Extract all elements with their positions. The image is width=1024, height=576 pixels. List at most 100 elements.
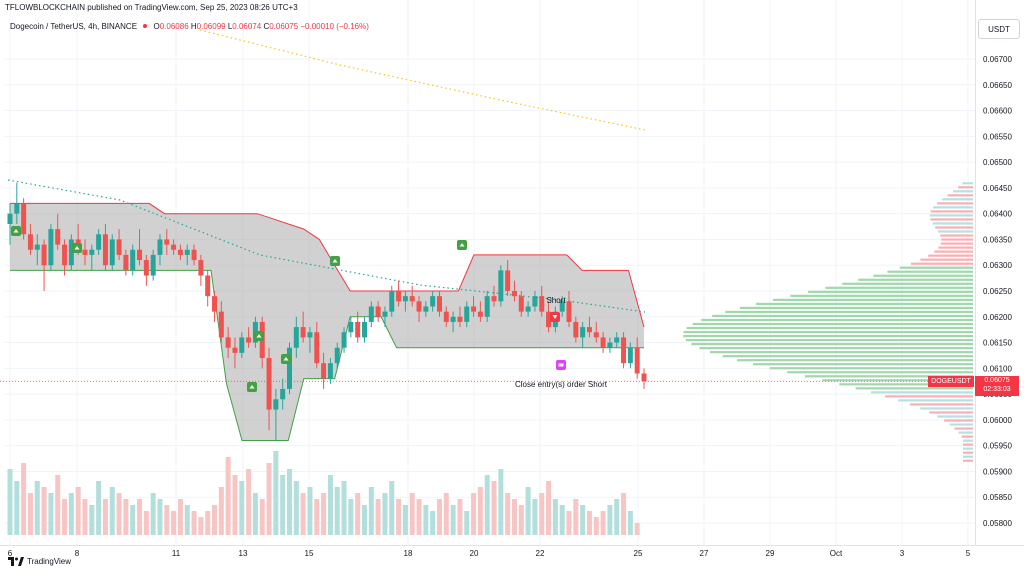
close-entry-label: Close entry(s) order Short — [515, 380, 608, 389]
candle-body — [484, 296, 490, 317]
volume-bar — [334, 487, 340, 535]
candle-body — [334, 347, 340, 364]
profile-row — [752, 363, 973, 366]
volume-bar — [355, 493, 361, 535]
volume-bar — [239, 481, 245, 535]
candle-body — [7, 213, 13, 224]
volume-bar — [423, 505, 429, 535]
candle-body — [614, 337, 620, 343]
volume-bar — [212, 505, 218, 535]
x-tick-label: 3 — [900, 549, 905, 558]
candle-body — [41, 244, 47, 266]
candle-body — [287, 347, 293, 389]
volume-bar — [177, 499, 183, 535]
volume-bar — [130, 505, 136, 535]
candle-body — [450, 316, 456, 322]
publisher-line: TFLOWBLOCKCHAIN published on TradingView… — [5, 3, 298, 12]
price-axis-border — [975, 0, 976, 545]
volume-bar — [375, 499, 381, 535]
up-arrow-icon — [13, 229, 19, 233]
price-axis[interactable]: 0.06700 0.06650 0.06600 0.06550 0.06500 0.064… — [983, 55, 1012, 528]
candle-body — [423, 306, 429, 312]
indicator-lines — [0, 29, 975, 382]
time-axis[interactable]: 6 8 11 13 15 18 20 22 25 27 29 Oct 3 5 — [8, 549, 971, 558]
candle-body — [280, 388, 286, 400]
candle-body — [205, 275, 211, 297]
profile-row — [769, 367, 973, 370]
candle-body — [607, 342, 613, 348]
volume-bar — [539, 493, 545, 535]
volume-bar — [55, 475, 61, 535]
candle-body — [232, 347, 238, 353]
candle-body — [409, 296, 415, 302]
profile-row — [962, 182, 973, 185]
profile-row — [920, 407, 973, 410]
profile-row — [949, 423, 973, 426]
volume-bar — [191, 511, 197, 535]
profile-row — [954, 427, 973, 430]
candle-body — [389, 291, 395, 312]
candle-body — [355, 321, 361, 338]
candle-body — [130, 249, 136, 271]
volume-bar — [34, 481, 40, 535]
x-tick-label: 8 — [75, 549, 80, 558]
currency-button[interactable]: USDT — [978, 19, 1020, 39]
volume-bar — [41, 487, 47, 535]
candle-body — [511, 291, 517, 297]
candle-body — [634, 347, 640, 374]
profile-row — [963, 459, 973, 462]
candle-body — [416, 301, 422, 312]
candle-body — [382, 311, 388, 317]
profile-row — [691, 343, 973, 346]
volume-bar — [27, 493, 33, 535]
symbol-price-tag: DOGEUSDT — [928, 376, 974, 387]
profile-row — [873, 274, 973, 277]
profile-row — [942, 198, 973, 201]
candle-body — [82, 249, 88, 255]
volume-bar — [266, 463, 272, 535]
candle-body — [157, 239, 163, 255]
volume-bar — [491, 481, 497, 535]
volume-bar — [82, 499, 88, 535]
candle-body — [225, 337, 231, 348]
profile-row — [963, 451, 973, 454]
candle-body — [55, 229, 61, 245]
volume-bar — [280, 475, 286, 535]
symbol-legend[interactable]: Dogecoin / TetherUS, 4h, BINANCE O0.0608… — [10, 22, 369, 31]
candle-body — [621, 337, 627, 364]
short-label: Short — [546, 296, 566, 305]
candle-body — [375, 306, 381, 317]
volume-bar — [416, 499, 422, 535]
volume-bar — [89, 505, 95, 535]
candle-body — [566, 301, 572, 322]
volume-bar — [389, 481, 395, 535]
volume-bar — [396, 499, 402, 535]
profile-row — [804, 375, 973, 378]
volume-bar — [116, 493, 122, 535]
candle-body — [273, 399, 279, 410]
profile-row — [870, 391, 973, 394]
y-tick-label: 0.06600 — [983, 107, 1012, 116]
profile-row — [958, 186, 973, 189]
volume-bar — [259, 499, 265, 535]
volume-bar — [164, 505, 170, 535]
y-tick-label: 0.06650 — [983, 81, 1012, 90]
candle-body — [27, 234, 33, 250]
profile-row — [963, 439, 973, 442]
profile-row — [712, 314, 973, 318]
volume-bar — [518, 505, 524, 535]
profile-row — [941, 238, 973, 241]
candle-body — [62, 244, 68, 266]
candle-body — [546, 311, 552, 328]
footer-brand[interactable]: TradingView — [8, 557, 71, 566]
profile-row — [683, 334, 973, 338]
y-tick-label: 0.05800 — [983, 519, 1012, 528]
profile-row — [755, 302, 973, 306]
candle-body — [96, 234, 102, 250]
candle-body — [627, 347, 633, 364]
x-tick-label: 15 — [305, 549, 314, 558]
profile-row — [899, 266, 973, 269]
candle-body — [539, 296, 545, 312]
volume-bar — [436, 499, 442, 535]
